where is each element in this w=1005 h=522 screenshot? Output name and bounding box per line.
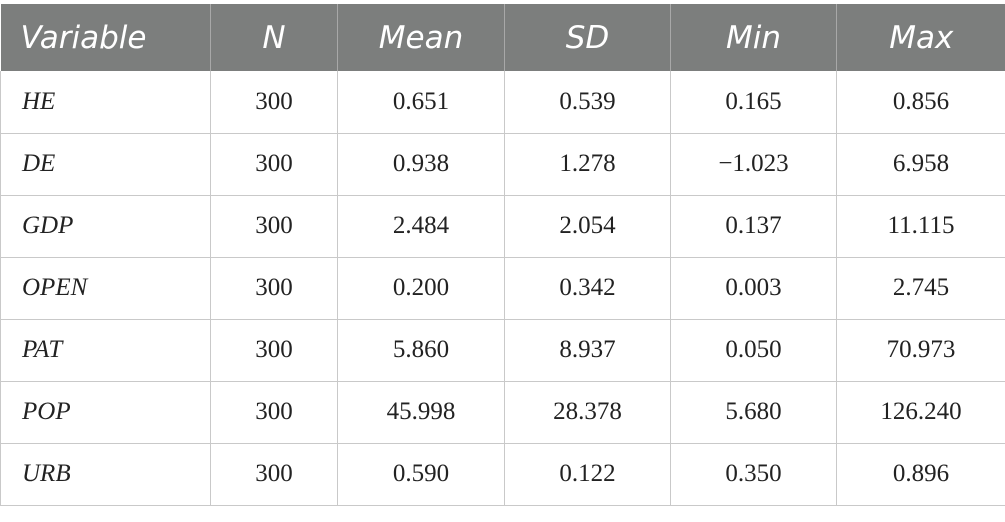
cell-n: 300: [210, 133, 338, 196]
cell-n: 300: [210, 195, 338, 258]
cell-n: 300: [210, 319, 338, 382]
cell-mean: 2.484: [337, 195, 505, 258]
cell-sd: 0.342: [504, 257, 671, 320]
cell-mean: 45.998: [337, 381, 505, 444]
cell-min: 0.350: [670, 443, 837, 506]
cell-sd: 0.539: [504, 71, 671, 134]
header-n: N: [210, 4, 338, 71]
cell-n: 300: [210, 257, 338, 320]
cell-mean: 0.938: [337, 133, 505, 196]
cell-variable: URB: [0, 443, 211, 506]
table-row: PAT 300 5.860 8.937 0.050 70.973: [0, 319, 1005, 382]
cell-sd: 1.278: [504, 133, 671, 196]
header-variable: Variable: [20, 19, 147, 56]
cell-sd: 2.054: [504, 195, 671, 258]
cell-n: 300: [210, 381, 338, 444]
cell-variable: HE: [0, 71, 211, 134]
table-row: OPEN 300 0.200 0.342 0.003 2.745: [0, 257, 1005, 320]
header-min: Min: [670, 4, 837, 71]
cell-mean: 0.651: [337, 71, 505, 134]
cell-n: 300: [210, 443, 338, 506]
descriptive-statistics-table: Variable N Mean SD Min Max HE 300 0.651 …: [0, 4, 1005, 506]
header-mean: Mean: [337, 4, 505, 71]
cell-max: 11.115: [836, 195, 1005, 258]
cell-min: −1.023: [670, 133, 837, 196]
header-max: Max: [836, 4, 1005, 71]
cell-max: 0.856: [836, 71, 1005, 134]
cell-max: 2.745: [836, 257, 1005, 320]
cell-variable: GDP: [0, 195, 211, 258]
table-row: DE 300 0.938 1.278 −1.023 6.958: [0, 133, 1005, 196]
cell-n: 300: [210, 71, 338, 134]
table-row: POP 300 45.998 28.378 5.680 126.240: [0, 381, 1005, 444]
table-row: GDP 300 2.484 2.054 0.137 11.115: [0, 195, 1005, 258]
cell-mean: 5.860: [337, 319, 505, 382]
cell-max: 0.896: [836, 443, 1005, 506]
table-row: HE 300 0.651 0.539 0.165 0.856: [0, 71, 1005, 134]
cell-sd: 0.122: [504, 443, 671, 506]
cell-variable: OPEN: [0, 257, 211, 320]
cell-max: 126.240: [836, 381, 1005, 444]
cell-sd: 8.937: [504, 319, 671, 382]
table-row: URB 300 0.590 0.122 0.350 0.896: [0, 443, 1005, 506]
cell-variable: POP: [0, 381, 211, 444]
cell-variable: DE: [0, 133, 211, 196]
cell-min: 5.680: [670, 381, 837, 444]
cell-min: 0.050: [670, 319, 837, 382]
cell-min: 0.165: [670, 71, 837, 134]
cell-mean: 0.200: [337, 257, 505, 320]
cell-min: 0.003: [670, 257, 837, 320]
header-sd: SD: [504, 4, 671, 71]
cell-max: 70.973: [836, 319, 1005, 382]
table-header-row: Variable N Mean SD Min Max: [0, 4, 1005, 71]
cell-sd: 28.378: [504, 381, 671, 444]
cell-variable: PAT: [0, 319, 211, 382]
cell-mean: 0.590: [337, 443, 505, 506]
cell-max: 6.958: [836, 133, 1005, 196]
cell-min: 0.137: [670, 195, 837, 258]
